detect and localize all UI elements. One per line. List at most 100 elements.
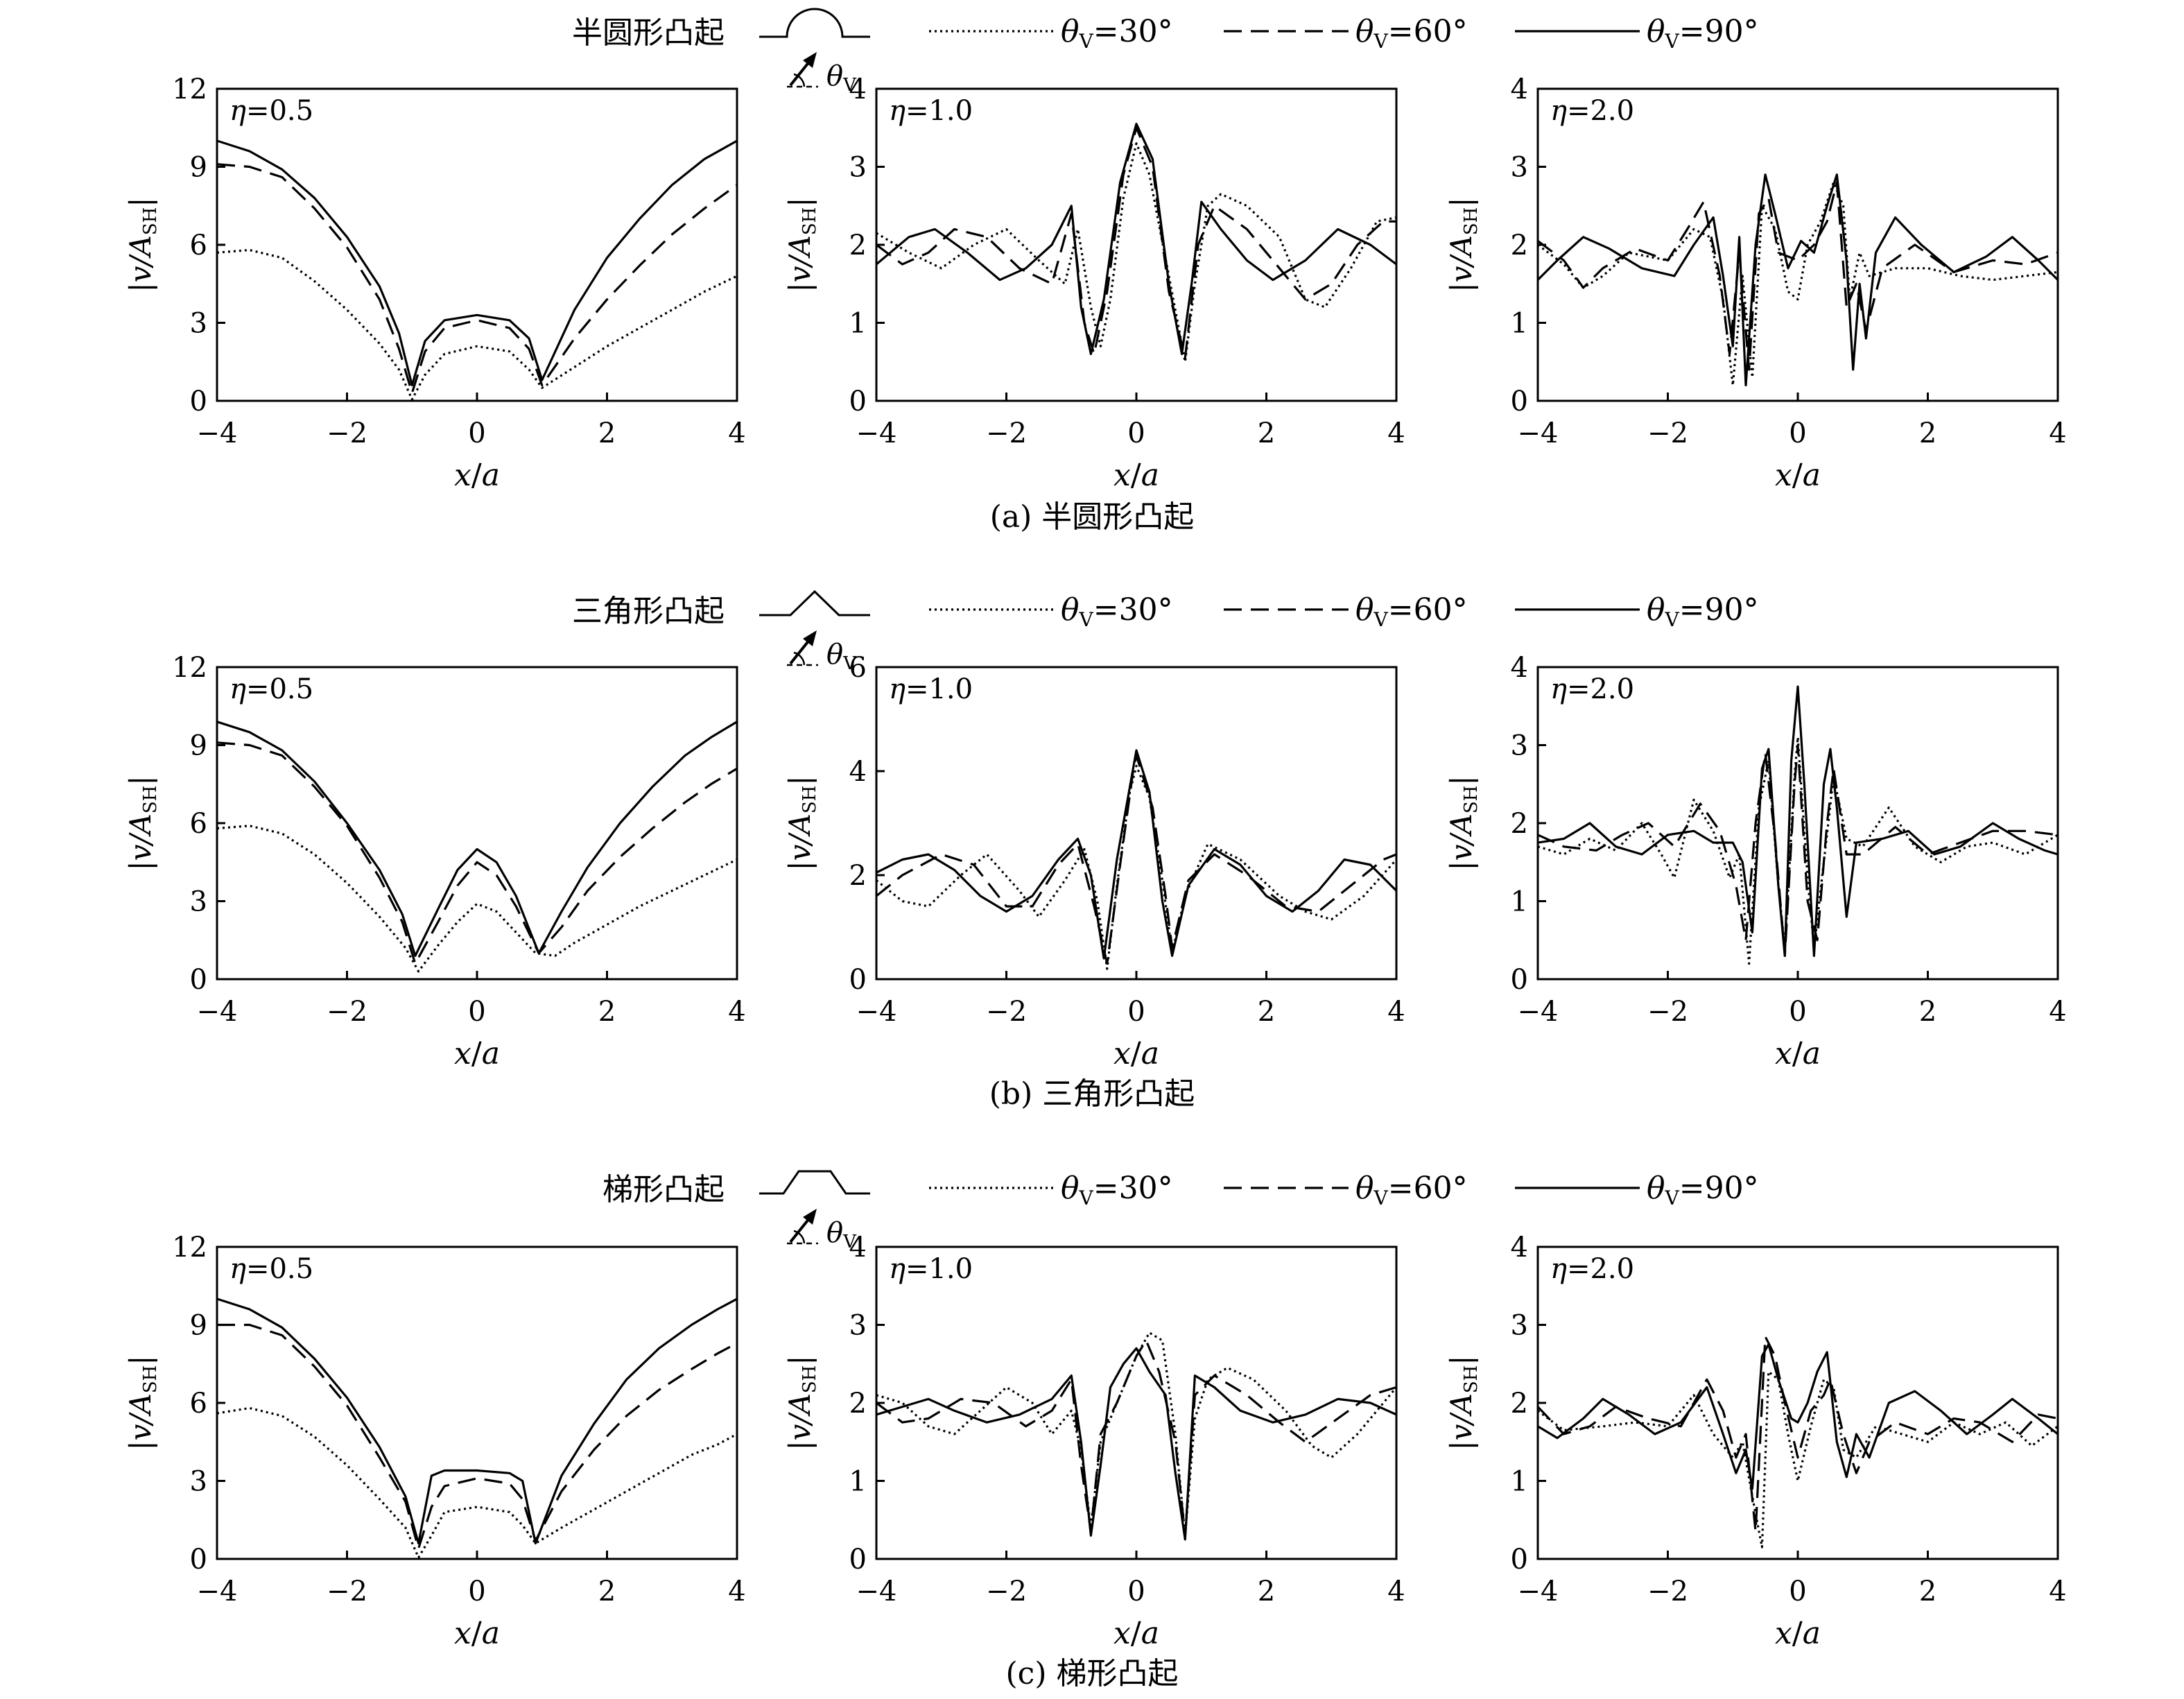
- x-tick-label: −4: [856, 417, 897, 449]
- x-tick-label: −2: [1647, 417, 1688, 449]
- y-axis-label: |v/ASH|: [783, 775, 820, 870]
- x-axis-label: x/a: [454, 458, 500, 493]
- y-axis-label: |v/ASH|: [783, 197, 820, 292]
- series-group: [876, 749, 1396, 970]
- x-tick-label: 4: [2049, 996, 2066, 1028]
- legend-2: 三角形凸起 θV θV=30° θV=60° θV=90°: [572, 589, 1759, 674]
- series-line-dashed: [1538, 743, 2058, 957]
- x-tick-label: −4: [197, 417, 238, 449]
- x-axis-label: x/a: [1775, 458, 1821, 493]
- x-tick-label: 2: [1919, 417, 1936, 449]
- y-tick-label: 9: [190, 1310, 207, 1342]
- y-axis-label: |v/ASH|: [123, 1355, 161, 1450]
- series-line-dotted: [876, 1331, 1396, 1537]
- series-line-dashed: [876, 1339, 1396, 1537]
- x-tick-label: 2: [1258, 996, 1275, 1028]
- x-tick-label: 2: [1919, 996, 1936, 1028]
- series-line-dotted: [217, 248, 737, 401]
- y-tick-label: 2: [1511, 1388, 1528, 1420]
- x-axis-label: x/a: [1775, 1036, 1821, 1071]
- legend-label-dashed: θV=60°: [1355, 592, 1468, 631]
- x-tick-label: 0: [1789, 417, 1806, 449]
- y-tick-label: 0: [1511, 964, 1528, 996]
- legend-label-dotted: θV=30°: [1061, 1171, 1173, 1209]
- eta-annotation: η=1.0: [889, 1253, 973, 1285]
- x-tick-label: 2: [598, 1576, 616, 1607]
- y-tick-label: 6: [190, 230, 207, 261]
- plot-frame: [1536, 87, 2059, 402]
- series-line-solid: [1538, 173, 2058, 387]
- y-tick-label: 4: [849, 74, 867, 105]
- trapezoid-bump-icon: θV: [759, 1170, 870, 1252]
- y-tick-label: 2: [849, 230, 867, 261]
- x-tick-label: −2: [986, 1576, 1027, 1607]
- panel-2-2: −4 −2 0 2 4 0 2 4 6 η=1.0 x/a |v/ASH|: [783, 652, 1405, 1071]
- y-tick-label: 2: [1511, 808, 1528, 840]
- x-tick-label: −4: [856, 996, 897, 1028]
- y-tick-label: 0: [190, 386, 207, 417]
- series-group: [1538, 173, 2058, 387]
- y-tick-label: 0: [849, 1544, 867, 1576]
- x-tick-label: 4: [728, 1576, 745, 1607]
- x-tick-label: 4: [1387, 417, 1405, 449]
- y-tick-label: 6: [190, 808, 207, 840]
- series-group: [217, 1297, 737, 1559]
- eta-annotation: η=1.0: [889, 673, 973, 705]
- y-tick-label: 3: [849, 152, 867, 184]
- eta-annotation: η=0.5: [229, 95, 313, 127]
- x-tick-label: 0: [1127, 996, 1145, 1028]
- theta-v-label: θV: [826, 639, 857, 674]
- x-tick-label: 0: [1789, 1576, 1806, 1607]
- x-tick-label: 0: [1789, 996, 1806, 1028]
- x-tick-label: 0: [468, 996, 485, 1028]
- series-line-solid: [1538, 685, 2058, 957]
- x-tick-label: −4: [197, 1576, 238, 1607]
- x-tick-label: 2: [1258, 1576, 1275, 1607]
- panel-2-1: −4 −2 0 2 4 0 3 6 9 12 η=0.5 x/a |v/ASH|: [123, 652, 746, 1071]
- y-tick-label: 4: [849, 1232, 867, 1264]
- y-tick-label: 3: [190, 886, 207, 918]
- legend-label-dashed: θV=60°: [1355, 1171, 1468, 1209]
- y-tick-label: 4: [849, 756, 867, 788]
- triangle-bump-icon: θV: [759, 589, 870, 674]
- series-line-solid: [876, 123, 1396, 356]
- x-tick-label: 0: [1127, 1576, 1145, 1607]
- series-line-dashed: [217, 1323, 737, 1550]
- plot-frame: [216, 666, 738, 981]
- theta-v-label: θV: [826, 60, 857, 96]
- y-tick-label: 2: [849, 860, 867, 892]
- y-tick-label: 12: [172, 74, 207, 105]
- series-line-solid: [217, 721, 737, 957]
- x-tick-label: −4: [1518, 1576, 1559, 1607]
- eta-annotation: η=0.5: [229, 1253, 313, 1285]
- y-tick-label: 12: [172, 1232, 207, 1264]
- plot-frame: [1536, 666, 2059, 981]
- panel-caption: (c) 梯形凸起: [1006, 1656, 1179, 1691]
- y-tick-label: 4: [1511, 74, 1528, 105]
- y-axis-label: |v/ASH|: [783, 1355, 820, 1450]
- x-axis-label: x/a: [454, 1616, 500, 1651]
- series-line-dashed: [1538, 181, 2058, 371]
- eta-annotation: η=2.0: [1550, 95, 1634, 127]
- y-tick-label: 0: [190, 1544, 207, 1576]
- series-group: [876, 123, 1396, 363]
- x-axis-label: x/a: [454, 1036, 500, 1071]
- y-tick-label: 9: [190, 730, 207, 762]
- plot-frame: [875, 87, 1398, 402]
- panel-3-1: −4 −2 0 2 4 0 3 6 9 12 η=0.5 x/a |v/ASH|: [123, 1232, 746, 1651]
- y-axis-label: |v/ASH|: [1444, 775, 1482, 870]
- x-tick-label: 4: [1387, 1576, 1405, 1607]
- series-group: [217, 139, 737, 401]
- series-group: [1538, 685, 2058, 965]
- shape-label: 梯形凸起: [603, 1172, 725, 1207]
- series-line-dotted: [1538, 736, 2058, 965]
- y-tick-label: 3: [190, 1466, 207, 1498]
- y-tick-label: 6: [190, 1388, 207, 1420]
- y-tick-label: 2: [849, 1388, 867, 1420]
- x-tick-label: 2: [598, 417, 616, 449]
- y-tick-label: 3: [190, 308, 207, 340]
- panel-caption: (b) 三角形凸起: [989, 1076, 1195, 1112]
- y-tick-label: 9: [190, 152, 207, 184]
- series-group: [217, 721, 737, 973]
